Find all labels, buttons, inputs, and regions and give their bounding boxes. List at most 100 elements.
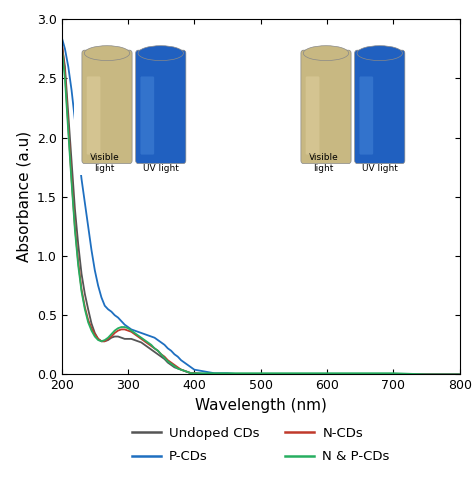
Undoped CDs (85, 306, 91, 312)
P-CDs (89, 247, 94, 253)
N & P-CDs (457, 372, 463, 377)
N & P-CDs (145, 339, 151, 345)
N-CDs (99, 338, 104, 344)
N-CDs (135, 334, 141, 339)
N-CDs (109, 334, 114, 339)
Line: N & P-CDs: N & P-CDs (62, 45, 460, 374)
Undoped CDs (92, 330, 98, 336)
Line: Undoped CDs: Undoped CDs (62, 43, 460, 374)
Undoped CDs (72, 206, 78, 212)
N & P-CDs (135, 333, 141, 338)
X-axis label: Wavelength (nm): Wavelength (nm) (195, 398, 327, 413)
Undoped CDs (75, 241, 81, 247)
N & P-CDs (185, 369, 191, 375)
N & P-CDs (85, 319, 91, 325)
Undoped CDs (128, 336, 134, 342)
Undoped CDs (135, 338, 141, 344)
N & P-CDs (118, 324, 124, 330)
N-CDs (122, 326, 128, 332)
N & P-CDs (99, 338, 104, 344)
Undoped CDs (79, 271, 84, 276)
N-CDs (162, 354, 167, 360)
N & P-CDs (182, 368, 187, 374)
N & P-CDs (59, 42, 64, 48)
N-CDs (89, 325, 94, 331)
Line: N-CDs: N-CDs (62, 40, 460, 374)
N-CDs (225, 372, 230, 377)
N-CDs (85, 317, 91, 323)
N-CDs (69, 176, 74, 182)
N-CDs (59, 37, 64, 43)
N-CDs (165, 357, 171, 363)
P-CDs (238, 372, 244, 377)
N-CDs (72, 224, 78, 229)
N & P-CDs (128, 328, 134, 334)
Undoped CDs (185, 369, 191, 375)
N-CDs (138, 336, 144, 342)
N & P-CDs (95, 337, 101, 343)
N & P-CDs (178, 367, 184, 372)
Undoped CDs (105, 337, 111, 343)
Undoped CDs (142, 342, 147, 348)
N & P-CDs (191, 371, 197, 376)
N-CDs (324, 372, 330, 377)
Undoped CDs (62, 64, 68, 70)
Undoped CDs (82, 291, 88, 297)
N-CDs (115, 328, 121, 334)
Y-axis label: Absorbance (a.u): Absorbance (a.u) (16, 131, 31, 263)
P-CDs (125, 324, 131, 330)
N-CDs (205, 372, 210, 377)
N & P-CDs (115, 325, 121, 331)
N & P-CDs (122, 324, 128, 330)
N-CDs (258, 372, 264, 377)
N & P-CDs (424, 372, 429, 377)
Undoped CDs (178, 367, 184, 372)
N-CDs (105, 336, 111, 342)
Undoped CDs (132, 337, 137, 343)
Undoped CDs (59, 40, 64, 46)
N & P-CDs (175, 366, 181, 372)
N & P-CDs (142, 337, 147, 343)
N & P-CDs (89, 328, 94, 334)
Undoped CDs (112, 334, 118, 339)
N & P-CDs (132, 330, 137, 336)
Undoped CDs (148, 347, 154, 352)
Undoped CDs (115, 334, 121, 339)
N-CDs (145, 341, 151, 347)
Undoped CDs (155, 351, 161, 357)
N-CDs (62, 70, 68, 75)
N-CDs (148, 343, 154, 349)
N & P-CDs (162, 355, 167, 360)
N & P-CDs (82, 306, 88, 312)
Undoped CDs (391, 372, 396, 377)
N & P-CDs (155, 348, 161, 354)
Undoped CDs (357, 372, 363, 377)
Undoped CDs (109, 335, 114, 341)
N & P-CDs (75, 263, 81, 268)
N-CDs (188, 371, 194, 376)
N & P-CDs (172, 363, 177, 369)
N-CDs (79, 286, 84, 292)
N & P-CDs (112, 328, 118, 334)
Undoped CDs (158, 354, 164, 360)
Undoped CDs (324, 372, 330, 377)
Undoped CDs (152, 349, 157, 355)
Undoped CDs (162, 356, 167, 362)
Text: Undoped CDs: Undoped CDs (89, 26, 174, 39)
N-CDs (75, 259, 81, 265)
Undoped CDs (258, 372, 264, 377)
N & P-CDs (168, 361, 174, 367)
Undoped CDs (102, 338, 108, 344)
Undoped CDs (225, 372, 230, 377)
N & P-CDs (188, 371, 194, 376)
Undoped CDs (457, 372, 463, 377)
Undoped CDs (291, 372, 297, 377)
N-CDs (92, 331, 98, 337)
N & P-CDs (62, 75, 68, 81)
N-CDs (112, 330, 118, 336)
Undoped CDs (175, 366, 181, 372)
Undoped CDs (191, 371, 197, 376)
N & P-CDs (69, 180, 74, 185)
N & P-CDs (291, 371, 297, 376)
Undoped CDs (89, 321, 94, 326)
